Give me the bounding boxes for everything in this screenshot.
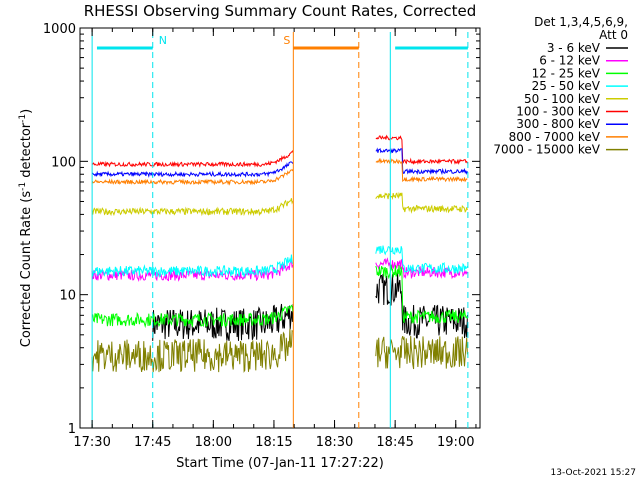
vline-layer bbox=[91, 32, 469, 428]
x-tick-label: 18:00 bbox=[195, 435, 232, 450]
series-line bbox=[375, 335, 468, 370]
series-line bbox=[91, 168, 294, 186]
legend-label: 25 - 50 keV bbox=[532, 79, 601, 93]
detector-info-line-1: Det 1,3,4,5,6,9, bbox=[534, 15, 628, 29]
mode-label: S bbox=[283, 34, 290, 47]
x-tick-label: 17:45 bbox=[134, 435, 171, 450]
legend-label: 12 - 25 keV bbox=[532, 66, 601, 80]
plot-frame bbox=[79, 27, 481, 429]
x-tick-label: 19:00 bbox=[437, 435, 474, 450]
series-line bbox=[375, 272, 468, 339]
series-line bbox=[91, 198, 294, 217]
detector-info-line-2: Att 0 bbox=[599, 28, 628, 42]
x-tick-label: 17:30 bbox=[73, 435, 110, 450]
y-tick-label: 100 bbox=[51, 155, 76, 170]
x-tick-label: 18:30 bbox=[316, 435, 353, 450]
y-tick-label: 1 bbox=[68, 422, 76, 437]
mode-label: N bbox=[159, 34, 167, 47]
legend-label: 7000 - 15000 keV bbox=[493, 143, 600, 157]
series-line bbox=[91, 328, 294, 373]
legend-label: 800 - 7000 keV bbox=[509, 130, 601, 144]
series-line bbox=[375, 134, 468, 166]
x-tick-label: 18:15 bbox=[255, 435, 292, 450]
series-line bbox=[91, 254, 294, 279]
series-line bbox=[375, 157, 468, 183]
y-tick-label: 10 bbox=[59, 289, 76, 304]
axis-layer: 17:30 17:45 18:00 18:15 18:30 18:45 19:00 1 10 10… bbox=[43, 22, 480, 450]
series-line bbox=[375, 245, 468, 275]
series-line bbox=[375, 191, 468, 214]
series-line bbox=[375, 264, 468, 324]
y-axis-label: Corrected Count Rate (s-1 detector-1) bbox=[18, 109, 34, 347]
series-line bbox=[91, 161, 294, 178]
y-tick-label: 1000 bbox=[43, 22, 76, 37]
legend-label: 3 - 6 keV bbox=[547, 41, 601, 55]
legend-label: 300 - 800 keV bbox=[516, 117, 600, 131]
series-layer bbox=[91, 134, 468, 373]
legend-label: 50 - 100 keV bbox=[524, 92, 601, 106]
x-axis-label: Start Time (07-Jan-11 17:27:22) bbox=[176, 456, 384, 471]
footer-date: 13-Oct-2021 15:27 bbox=[551, 468, 636, 478]
series-line bbox=[91, 150, 294, 168]
legend-label: 100 - 300 keV bbox=[516, 105, 600, 119]
series-line bbox=[375, 147, 468, 176]
x-tick-label: 18:45 bbox=[376, 435, 413, 450]
legend-label: 6 - 12 keV bbox=[539, 54, 601, 68]
series-line bbox=[91, 304, 294, 329]
chart-title: RHESSI Observing Summary Count Rates, Co… bbox=[84, 2, 477, 20]
